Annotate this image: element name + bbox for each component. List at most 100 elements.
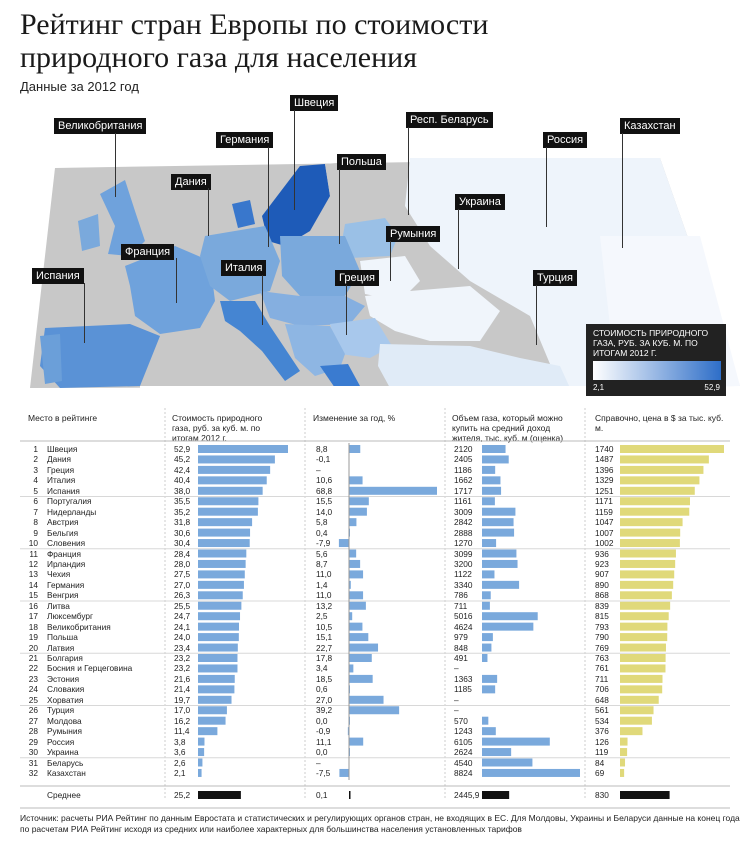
map-label-ukraine: Украина [455, 194, 505, 210]
map-label-tick [176, 258, 177, 303]
change-bar [349, 716, 350, 725]
country-name: Россия [47, 736, 75, 747]
usd-bar [620, 633, 668, 642]
change-bar [349, 695, 384, 704]
price-value: 40,4 [174, 475, 191, 486]
usd-value: 69 [595, 767, 605, 778]
change-value: -0,9 [316, 726, 331, 737]
page-subtitle: Данные за 2012 год [20, 79, 139, 94]
region-turkey [378, 344, 570, 388]
change-bar [349, 748, 350, 757]
usd-value: 907 [595, 569, 609, 580]
average-price-bar [198, 791, 241, 799]
volume-bar [482, 612, 538, 621]
map-label-russia: Россия [543, 132, 588, 148]
price-bar [198, 518, 253, 527]
rank-number: 1 [33, 444, 38, 454]
volume-value: – [454, 663, 459, 674]
change-value: 14,0 [316, 506, 333, 517]
price-value: 2,6 [174, 757, 186, 768]
change-value: 15,5 [316, 496, 333, 507]
usd-bar [620, 549, 676, 558]
volume-value: 491 [454, 653, 468, 663]
price-value: 21,6 [174, 673, 191, 684]
map-label-tick [346, 285, 347, 335]
usd-bar [620, 706, 654, 715]
volume-bar [482, 768, 580, 777]
rank-number: 20 [28, 642, 38, 653]
volume-value: 1363 [454, 673, 473, 684]
volume-bar [482, 622, 534, 631]
price-bar [198, 706, 227, 715]
price-value: 26,3 [174, 590, 191, 601]
volume-bar [482, 580, 520, 589]
change-value: -0,1 [316, 454, 331, 465]
volume-bar [482, 591, 491, 600]
rank-number: 3 [33, 464, 38, 475]
usd-bar [620, 455, 709, 464]
change-bar [349, 654, 372, 662]
change-value: 1,4 [316, 579, 328, 590]
rank-number: 24 [28, 684, 38, 695]
country-name: Греция [47, 464, 75, 475]
average-usd-bar [620, 791, 670, 799]
usd-bar [620, 748, 628, 757]
price-bar [198, 664, 238, 673]
country-name: Австрия [47, 517, 79, 528]
average-label: Среднее [47, 790, 81, 800]
country-name: Молдова [47, 715, 82, 726]
usd-bar [620, 737, 628, 746]
volume-value: 2842 [454, 517, 473, 528]
country-name: Болгария [47, 653, 83, 663]
change-value: 11,1 [316, 736, 332, 747]
volume-value: – [454, 694, 459, 705]
volume-bar [482, 633, 493, 642]
change-bar [349, 570, 364, 579]
usd-bar [620, 559, 676, 568]
map-label-greece: Греция [335, 270, 379, 286]
rank-number: 21 [28, 653, 38, 663]
usd-bar [620, 716, 652, 725]
country-name: Украина [47, 747, 79, 758]
change-bar [349, 518, 357, 527]
usd-value: 763 [595, 653, 609, 663]
rank-number: 23 [28, 673, 38, 684]
map-label-denmark: Дания [171, 174, 211, 190]
volume-bar [482, 476, 501, 485]
volume-bar [482, 528, 515, 537]
volume-bar [482, 737, 550, 746]
price-value: 24,7 [174, 611, 191, 622]
region-uk [100, 180, 145, 256]
usd-bar [620, 674, 663, 683]
country-name: Турция [47, 705, 75, 716]
price-bar [198, 539, 250, 548]
country-name: Швеция [47, 444, 78, 454]
usd-bar [620, 612, 669, 621]
change-value: 13,2 [316, 600, 333, 611]
volume-bar [482, 727, 496, 736]
volume-value: 1186 [454, 464, 472, 475]
price-value: 35,2 [174, 506, 191, 517]
price-bar [198, 497, 259, 506]
rank-number: 32 [28, 767, 38, 778]
change-value: 0,4 [316, 527, 328, 538]
price-value: 23,2 [174, 663, 191, 674]
usd-bar [620, 507, 690, 516]
region-france [125, 246, 215, 334]
usd-bar [620, 643, 666, 652]
volume-bar [482, 549, 517, 558]
rank-number: 29 [28, 736, 38, 747]
change-value: 0,0 [316, 715, 328, 726]
price-bar [198, 737, 205, 746]
header-change: Изменение за год, % [313, 413, 396, 423]
price-bar [198, 486, 263, 495]
price-value: 19,7 [174, 694, 191, 705]
rank-number: 6 [33, 496, 38, 507]
usd-value: 1007 [595, 527, 614, 538]
volume-value: 8824 [454, 767, 473, 778]
change-value: 11,0 [316, 590, 332, 601]
price-value: 17,0 [174, 705, 191, 716]
volume-bar [482, 455, 509, 464]
rank-number: 17 [28, 611, 38, 622]
map-label-tick [546, 147, 547, 227]
